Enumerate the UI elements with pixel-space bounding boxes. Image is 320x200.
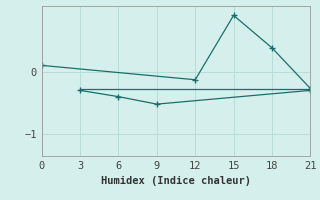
- X-axis label: Humidex (Indice chaleur): Humidex (Indice chaleur): [101, 176, 251, 186]
